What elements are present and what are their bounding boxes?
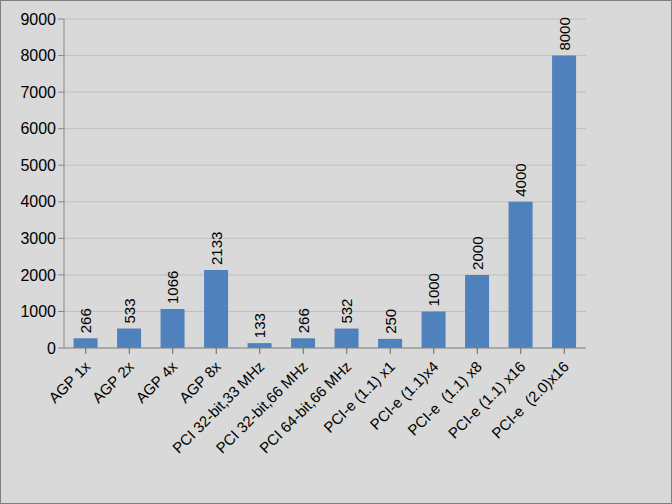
svg-text:4000: 4000: [20, 193, 56, 210]
svg-text:533: 533: [121, 298, 138, 323]
svg-text:8000: 8000: [556, 17, 573, 50]
svg-text:PCI-e (1.1)x4: PCI-e (1.1)x4: [366, 357, 442, 433]
svg-text:PCI-e (1.1) x16: PCI-e (1.1) x16: [445, 358, 529, 442]
svg-text:9000: 9000: [20, 11, 56, 28]
svg-text:AGP 2x: AGP 2x: [89, 357, 138, 406]
svg-text:PCI-e (2.0)x16: PCI-e (2.0)x16: [488, 358, 572, 442]
svg-text:1000: 1000: [20, 303, 56, 320]
svg-text:133: 133: [251, 313, 268, 338]
svg-text:7000: 7000: [20, 84, 56, 101]
svg-text:1000: 1000: [425, 273, 442, 306]
svg-text:PCI-e (1.1) x8: PCI-e (1.1) x8: [404, 358, 485, 439]
svg-text:PCI 32-bit,33 MHz: PCI 32-bit,33 MHz: [168, 357, 268, 457]
svg-text:8000: 8000: [20, 47, 56, 64]
svg-text:PCI 32-bit,66 MHz: PCI 32-bit,66 MHz: [212, 357, 311, 457]
svg-text:AGP 1x: AGP 1x: [45, 357, 94, 406]
svg-text:AGP 4x: AGP 4x: [132, 357, 181, 406]
svg-text:0: 0: [47, 340, 56, 357]
svg-text:2133: 2133: [208, 232, 225, 265]
svg-text:AGP 8x: AGP 8x: [175, 357, 224, 407]
svg-text:1066: 1066: [164, 271, 181, 304]
svg-text:250: 250: [382, 309, 399, 334]
svg-text:6000: 6000: [20, 120, 56, 137]
svg-text:4000: 4000: [512, 163, 529, 196]
svg-text:2000: 2000: [469, 237, 486, 270]
svg-text:266: 266: [77, 308, 94, 333]
svg-text:PCI-e (1.1) x1: PCI-e (1.1) x1: [320, 357, 398, 436]
svg-text:532: 532: [338, 299, 355, 324]
svg-text:3000: 3000: [20, 230, 56, 247]
svg-text:2000: 2000: [20, 267, 56, 284]
svg-text:266: 266: [295, 308, 312, 333]
svg-text:PCI 64-bit,66 MHz: PCI 64-bit,66 MHz: [255, 357, 355, 457]
svg-text:5000: 5000: [20, 157, 56, 174]
